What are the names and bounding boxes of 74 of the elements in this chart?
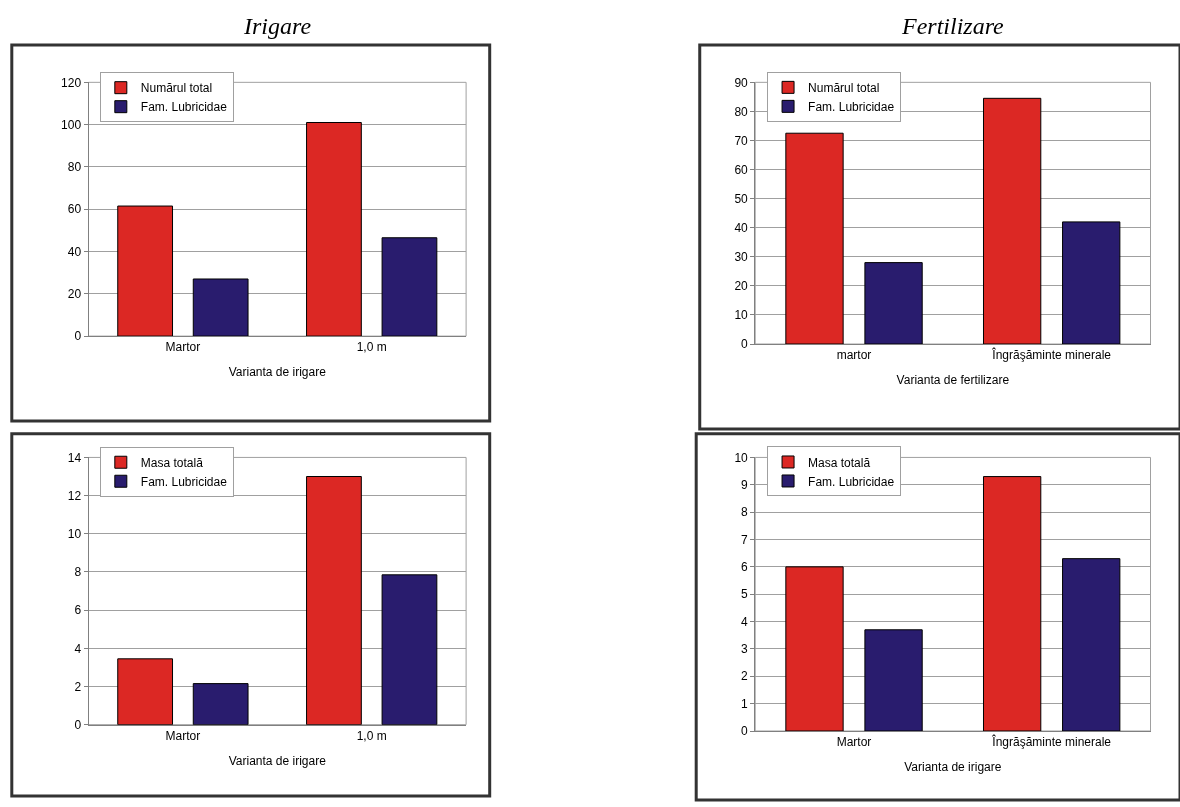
- y-tick-label: 8: [74, 565, 82, 580]
- y-tick-label: 6: [74, 603, 82, 618]
- x-axis-title: Varianta de irigare: [228, 753, 327, 768]
- y-tick-label: 9: [741, 477, 749, 492]
- y-tick-label: 30: [734, 250, 749, 264]
- legend-label: Numărul total: [808, 81, 880, 96]
- bar: [117, 205, 174, 337]
- chart-title: Fertilizare: [901, 13, 1005, 39]
- x-tick-label: Îngrăşăminte minerale: [991, 347, 1112, 363]
- y-tick-label: 5: [741, 587, 749, 602]
- x-tick-label: Martor: [165, 340, 201, 355]
- x-axis-title: Varianta de irigare: [904, 760, 1002, 775]
- y-tick-label: 7: [741, 532, 749, 547]
- legend-label: Fam. Lubricidae: [140, 100, 228, 115]
- x-tick-label: Martor: [836, 735, 872, 750]
- y-tick-label: 2: [741, 669, 749, 684]
- legend-label: Fam. Lubricidae: [808, 474, 895, 489]
- bar: [381, 237, 438, 337]
- x-tick-label: martor: [836, 348, 872, 363]
- y-tick-label: 2: [74, 679, 82, 694]
- legend-label: Fam. Lubricidae: [140, 474, 228, 489]
- y-tick-label: 0: [741, 724, 749, 739]
- y-tick-label: 80: [734, 104, 749, 119]
- x-tick-label: Martor: [165, 729, 201, 744]
- bar: [192, 683, 249, 725]
- bar: [192, 278, 249, 337]
- y-tick-label: 90: [734, 75, 749, 90]
- bar: [864, 629, 923, 732]
- y-tick-label: 80: [67, 160, 82, 175]
- x-axis-title: Varianta de irigare: [228, 365, 327, 380]
- x-tick-label: 1,0 m: [356, 729, 387, 744]
- y-tick-label: 10: [734, 450, 749, 465]
- y-tick-label: 50: [734, 191, 749, 206]
- y-tick-label: 10: [67, 526, 82, 541]
- y-tick-label: 20: [67, 287, 82, 302]
- y-tick-label: 12: [67, 488, 82, 503]
- x-tick-label: 1,0 m: [356, 340, 387, 355]
- y-tick-label: 120: [61, 75, 82, 90]
- y-tick-label: 8: [741, 505, 749, 520]
- y-tick-label: 1: [741, 696, 749, 711]
- y-tick-label: 100: [61, 117, 82, 132]
- bar: [381, 574, 438, 725]
- y-tick-label: 3: [741, 642, 749, 657]
- bar: [785, 132, 844, 345]
- y-tick-label: 20: [734, 279, 749, 294]
- y-tick-label: 60: [67, 202, 82, 217]
- x-tick-label: Îngrăşăminte minerale: [991, 734, 1112, 750]
- bar: [1062, 221, 1121, 345]
- bar: [306, 476, 362, 725]
- bar: [1062, 558, 1121, 732]
- y-tick-label: 4: [74, 641, 82, 656]
- legend-label: Masa totală: [808, 455, 871, 470]
- legend-label: Numărul total: [140, 81, 213, 96]
- bar: [785, 566, 844, 732]
- bar: [864, 262, 923, 345]
- legend-label: Fam. Lubricidae: [808, 100, 895, 115]
- x-axis-title: Varianta de fertilizare: [896, 373, 1010, 388]
- y-tick-label: 14: [67, 450, 82, 465]
- y-tick-label: 0: [74, 717, 82, 732]
- y-tick-label: 6: [741, 560, 749, 575]
- legend-label: Masa totală: [140, 455, 204, 470]
- y-tick-label: 40: [67, 244, 82, 259]
- y-tick-label: 4: [741, 614, 749, 629]
- y-tick-label: 40: [734, 220, 749, 235]
- bar: [117, 658, 174, 725]
- y-tick-label: 10: [734, 308, 749, 323]
- bar: [982, 97, 1042, 345]
- chart-title: Irigare: [243, 13, 312, 39]
- y-tick-label: 0: [74, 329, 82, 344]
- bar: [982, 476, 1042, 732]
- y-tick-label: 70: [734, 133, 749, 148]
- y-tick-label: 60: [734, 162, 749, 177]
- bar: [306, 122, 362, 337]
- y-tick-label: 0: [741, 337, 749, 352]
